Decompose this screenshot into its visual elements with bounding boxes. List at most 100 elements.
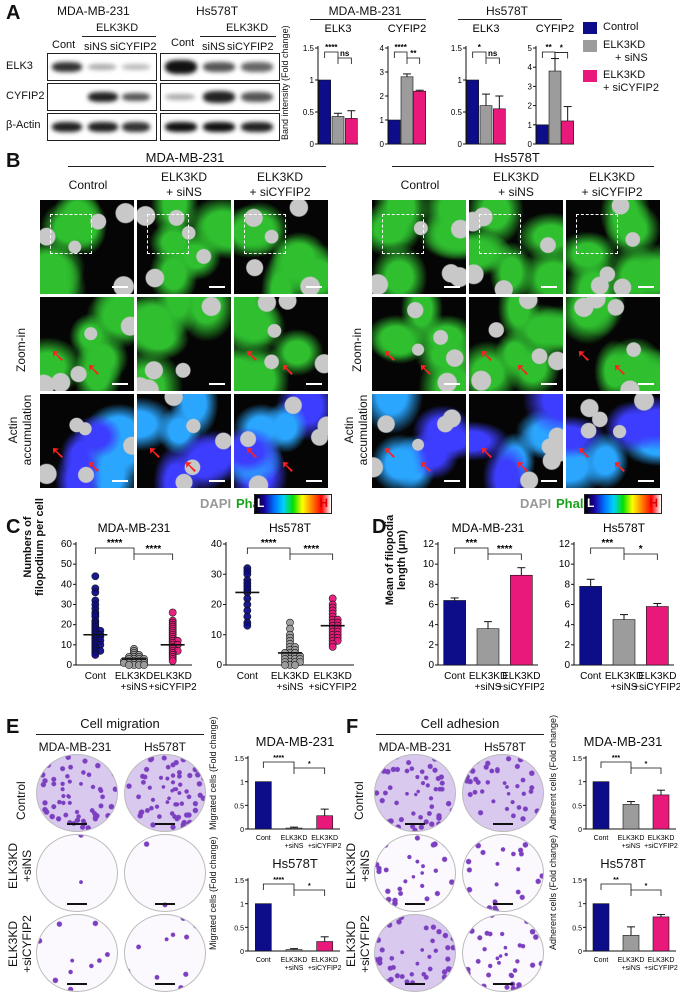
filopodia-arrow-icon: ➘ — [576, 346, 592, 366]
chart-header-line-1 — [310, 19, 426, 20]
microscopy-image — [40, 200, 134, 294]
sig-label: **** — [273, 877, 284, 884]
panel-e-col-2: Hs578T — [143, 740, 187, 754]
bar-0 — [443, 600, 466, 666]
category-label: +siNS — [285, 843, 304, 850]
panel-b-line-1 — [68, 166, 326, 167]
y-tick-label: 12 — [559, 539, 571, 550]
row-bactin: β-Actin — [6, 119, 41, 131]
zoom-region-box — [382, 214, 424, 254]
category-label: Cont — [256, 835, 271, 842]
bar-2 — [345, 118, 358, 145]
y-tick-label: 1 — [528, 121, 533, 130]
lane-sins-2: siNS — [202, 41, 226, 53]
category-label: +siCYFIP2 — [497, 682, 544, 693]
sig-label: * — [308, 761, 311, 768]
legend-item-control: Control — [583, 20, 679, 38]
scale-bar — [155, 823, 175, 825]
bar-0 — [388, 119, 401, 145]
panel-b-line-2 — [392, 166, 654, 167]
scale-bar — [493, 903, 513, 905]
category-label: Cont — [580, 671, 601, 682]
sig-bracket — [600, 761, 632, 768]
panel-f-row-sins: ELK3KD +siNS — [344, 836, 372, 896]
chart-f2-header: Hs578T — [600, 856, 646, 871]
zoom-region-box — [147, 214, 189, 254]
y-tick-label: 1.5 — [572, 756, 582, 763]
point-0 — [91, 572, 100, 581]
b2-lut-bar: L H — [584, 494, 662, 514]
scale-bar — [209, 383, 225, 385]
panel-b-cell-line-2: Hs578T — [494, 150, 540, 165]
sig-bracket — [487, 553, 522, 560]
panel-label-a: A — [6, 2, 21, 24]
b1-legend-dapi: DAPI — [200, 496, 232, 511]
y-tick-label: 1 — [458, 76, 463, 85]
microscopy-grid-hs578t: ➘ ➘ ➘ ➘ ➘ ➘ ➘ ➘ ➘ ➘ ➘ ➘ — [372, 200, 662, 490]
y-tick-label: 30 — [61, 600, 73, 611]
y-tick-label: 0.5 — [303, 108, 315, 117]
filopodia-arrow-icon: ➘ — [50, 443, 66, 463]
blot-elk3-1 — [47, 53, 157, 81]
sig-bracket — [393, 51, 408, 58]
chart-a2: CYFIP2 0 1 2 3 4 ****** — [380, 23, 427, 149]
sig-label: *** — [612, 755, 620, 762]
scale-bar — [444, 480, 460, 482]
panel-f-col-1: MDA-MB-231 — [378, 740, 452, 754]
bar-2 — [413, 90, 426, 145]
bar-1 — [548, 70, 562, 145]
sig-bracket — [454, 547, 489, 554]
y-tick-label: 2 — [380, 92, 385, 101]
sig-label: **** — [394, 43, 407, 52]
sig-label: * — [645, 761, 648, 768]
y-tick-label: 0 — [528, 140, 533, 149]
scale-bar — [541, 383, 557, 385]
b1-lut-h: H — [319, 496, 328, 510]
scale-bar — [638, 480, 654, 482]
transwell-dish-image — [462, 754, 544, 832]
y-tick-label: 0 — [578, 949, 582, 956]
chart-a1: ELK3 0 0.5 1 1.5 ****ns — [303, 23, 358, 149]
migration-dishes — [36, 754, 212, 992]
filopodia-arrow-icon: ➘ — [244, 443, 260, 463]
transwell-dish-image — [374, 754, 456, 832]
bar-0 — [592, 903, 610, 952]
scale-bar — [306, 383, 322, 385]
panel-c-ylabel-1: Numbers of — [22, 516, 34, 578]
scale-bar — [209, 480, 225, 482]
y-tick-label: 20 — [61, 620, 73, 631]
category-label: ELK3KD — [311, 835, 338, 842]
chart-title: CYFIP2 — [536, 23, 575, 35]
category-label: +siNS — [611, 682, 638, 693]
category-label: ELK3KD — [618, 957, 645, 964]
scale-bar — [112, 480, 128, 482]
sig-label: **** — [261, 538, 277, 549]
category-label: ELK3KD — [115, 671, 153, 682]
legend-swatch-control — [583, 22, 597, 34]
y-tick-label: 40 — [211, 539, 223, 550]
lane-sicyfip2-2: siCYFIP2 — [227, 41, 274, 53]
y-tick-label: 1 — [578, 902, 582, 909]
kd-underline-1 — [82, 36, 156, 37]
legend-item-sicyfip2: ELK3KD + siCYFIP2 — [583, 68, 679, 98]
transwell-dish-image — [36, 914, 118, 992]
b1-row-actin: Actin accumulation — [6, 385, 34, 475]
scale-bar — [209, 286, 225, 288]
bar-1 — [476, 628, 500, 666]
bar-0 — [466, 79, 479, 145]
bar-1 — [331, 116, 345, 145]
bar-0 — [536, 124, 549, 145]
panel-f-row-sicyfip2: ELK3KD +siCYFIP2 — [344, 898, 372, 990]
legend-label-sicyfip2-1: ELK3KD — [603, 69, 646, 81]
chart-title: ELK3 — [325, 23, 352, 35]
category-label: ELK3KD — [618, 835, 645, 842]
category-label: +siCYFIP2 — [633, 682, 680, 693]
sig-label: **** — [497, 544, 513, 555]
scale-bar — [541, 480, 557, 482]
lane-sicyfip2-1: siCYFIP2 — [110, 41, 157, 53]
sig-bracket — [554, 52, 569, 59]
y-tick-label: 0 — [380, 140, 385, 149]
sig-bracket — [600, 883, 632, 890]
kd-header-1: ELK3KD — [96, 22, 139, 34]
